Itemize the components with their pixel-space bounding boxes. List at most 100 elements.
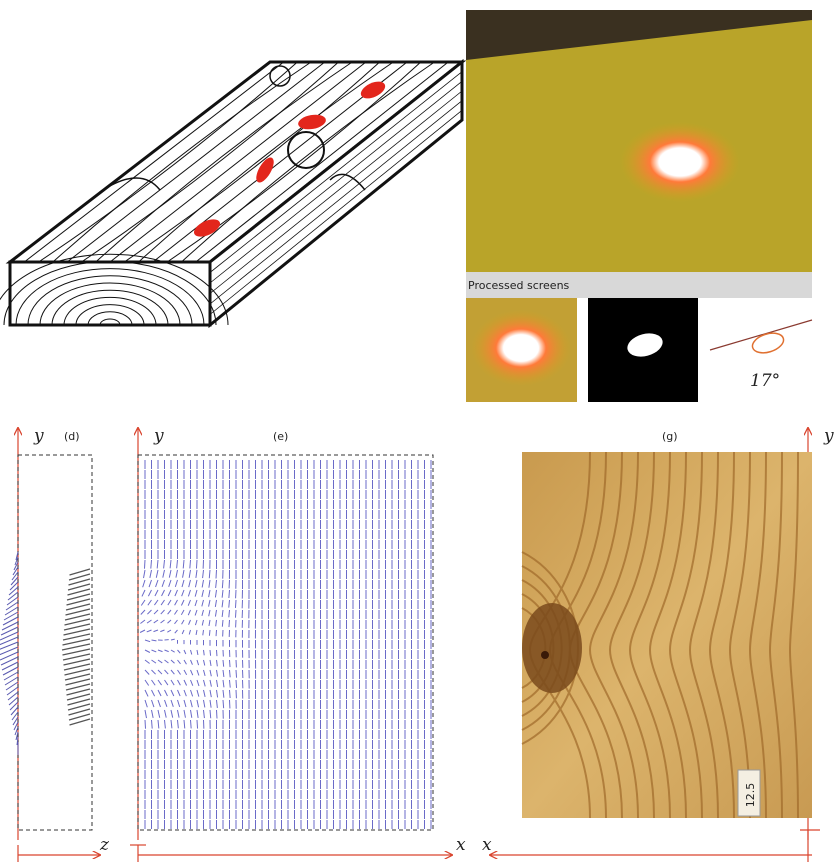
vector bbox=[65, 674, 90, 680]
vector bbox=[158, 650, 162, 652]
vector bbox=[178, 680, 181, 685]
vector bbox=[197, 690, 199, 697]
vector bbox=[196, 570, 197, 578]
vector bbox=[209, 610, 210, 616]
axis-label: z bbox=[99, 835, 110, 855]
vector bbox=[162, 590, 165, 596]
vector bbox=[171, 690, 174, 696]
vector bbox=[145, 650, 150, 653]
vector bbox=[217, 680, 218, 687]
vector bbox=[204, 710, 205, 718]
vector bbox=[8, 592, 18, 600]
vector bbox=[158, 700, 160, 707]
vector bbox=[216, 620, 217, 626]
vector bbox=[158, 720, 159, 728]
vector bbox=[145, 690, 148, 696]
vector bbox=[152, 650, 157, 652]
vector bbox=[148, 590, 151, 596]
vector bbox=[210, 670, 211, 676]
vector bbox=[169, 570, 171, 578]
vector bbox=[165, 700, 167, 707]
vector bbox=[209, 570, 210, 578]
vector bbox=[152, 720, 153, 729]
vector bbox=[160, 630, 164, 632]
vector bbox=[222, 620, 223, 627]
vector bbox=[178, 670, 181, 674]
vector bbox=[10, 582, 18, 590]
vector bbox=[195, 620, 197, 625]
vector bbox=[0, 637, 18, 645]
vector bbox=[223, 660, 224, 667]
vector bbox=[210, 700, 211, 708]
vector bbox=[2, 622, 18, 630]
vector bbox=[195, 580, 197, 587]
vector bbox=[191, 690, 193, 696]
vector bbox=[178, 720, 179, 728]
vector bbox=[181, 610, 184, 615]
vector bbox=[191, 720, 192, 728]
vector bbox=[209, 620, 210, 626]
vector bbox=[223, 700, 224, 708]
vector bbox=[170, 560, 171, 568]
vector bbox=[66, 609, 91, 615]
vector bbox=[184, 710, 185, 718]
vector bbox=[165, 720, 166, 728]
vector bbox=[151, 560, 152, 569]
vector bbox=[204, 690, 206, 697]
vector bbox=[145, 660, 150, 663]
vector bbox=[178, 650, 181, 653]
vector bbox=[171, 720, 172, 728]
vector bbox=[178, 690, 181, 696]
vector bbox=[202, 580, 203, 587]
angle-label: 17° bbox=[750, 371, 780, 391]
panel-e: y (e) x bbox=[130, 426, 466, 862]
vector bbox=[217, 700, 218, 708]
vector bbox=[143, 580, 145, 587]
vector bbox=[197, 700, 199, 707]
panel-g: (g) y 12.5 x bbox=[482, 426, 834, 862]
vector bbox=[195, 600, 197, 606]
vector bbox=[66, 604, 90, 610]
vector bbox=[145, 640, 150, 642]
vector bbox=[176, 570, 178, 578]
vector bbox=[165, 670, 169, 674]
vector bbox=[68, 704, 90, 710]
vector bbox=[235, 610, 236, 618]
vector bbox=[72, 739, 91, 745]
vector bbox=[154, 630, 158, 632]
vector bbox=[152, 660, 156, 663]
vector bbox=[70, 569, 91, 575]
vector bbox=[165, 690, 168, 696]
vector bbox=[184, 720, 185, 728]
vector bbox=[156, 570, 158, 578]
vector bbox=[165, 710, 167, 718]
vector bbox=[141, 600, 145, 605]
vector bbox=[152, 680, 156, 685]
vector bbox=[191, 680, 193, 686]
vector bbox=[148, 600, 152, 605]
vector bbox=[158, 660, 162, 663]
vector bbox=[210, 660, 211, 666]
vector bbox=[66, 684, 90, 690]
vector bbox=[62, 644, 90, 650]
vector bbox=[155, 590, 158, 596]
vector bbox=[195, 610, 197, 616]
vector bbox=[188, 610, 190, 615]
vector bbox=[196, 630, 197, 635]
vector bbox=[171, 700, 173, 707]
vector bbox=[182, 590, 184, 596]
vector bbox=[184, 650, 186, 654]
vector bbox=[203, 570, 204, 578]
vector bbox=[204, 660, 205, 666]
vector bbox=[144, 560, 145, 569]
vector bbox=[174, 610, 177, 614]
vector bbox=[162, 580, 164, 587]
vector bbox=[161, 610, 165, 614]
vector bbox=[171, 660, 175, 663]
vector bbox=[165, 660, 169, 663]
vector bbox=[0, 632, 18, 640]
vector bbox=[152, 670, 156, 674]
vector bbox=[223, 670, 224, 677]
vector bbox=[67, 599, 91, 605]
vector bbox=[209, 600, 210, 607]
